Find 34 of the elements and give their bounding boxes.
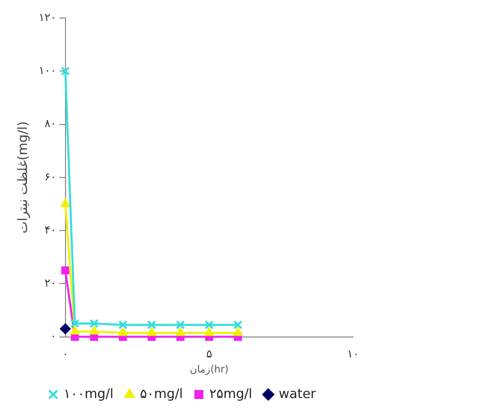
x-tick-label: ۵ [206, 347, 212, 360]
point [70, 326, 80, 334]
point [233, 327, 243, 336]
y-tick-label: ۲۰ [44, 276, 56, 290]
y-tick-label: ۱۲۰ [38, 10, 56, 24]
legend-label: ۲۵mg/l [209, 386, 252, 402]
point [204, 327, 214, 336]
point [147, 320, 156, 330]
point [60, 198, 70, 207]
y-tick-label: ۸۰ [44, 117, 56, 130]
x-tick-label: ۱۰ [347, 347, 359, 360]
y-tick-label: ۴۰ [44, 223, 56, 236]
legend-label: water [278, 386, 316, 402]
legend-label: ۱۰۰mg/l [64, 386, 114, 402]
point [233, 320, 242, 330]
point [90, 318, 99, 328]
point [89, 326, 99, 334]
legend-label: ۵۰mg/l [140, 386, 183, 402]
x-tick-label: ۰ [62, 347, 68, 360]
y-tick-label: ۶۰ [44, 170, 56, 184]
y-tick-label: ۰ [50, 330, 56, 343]
point [60, 66, 70, 76]
point [118, 320, 128, 330]
point [61, 266, 70, 274]
point [176, 327, 186, 336]
point [60, 323, 71, 334]
y-tick-label: ۱۰۰ [38, 64, 56, 77]
point [146, 327, 156, 336]
y-axis-title: غلظت نیترات(mg/l) [16, 121, 32, 234]
point [118, 327, 128, 336]
point [176, 320, 185, 330]
point [70, 318, 80, 328]
x-axis-title: زمان(hr) [190, 364, 229, 376]
point [204, 320, 214, 330]
